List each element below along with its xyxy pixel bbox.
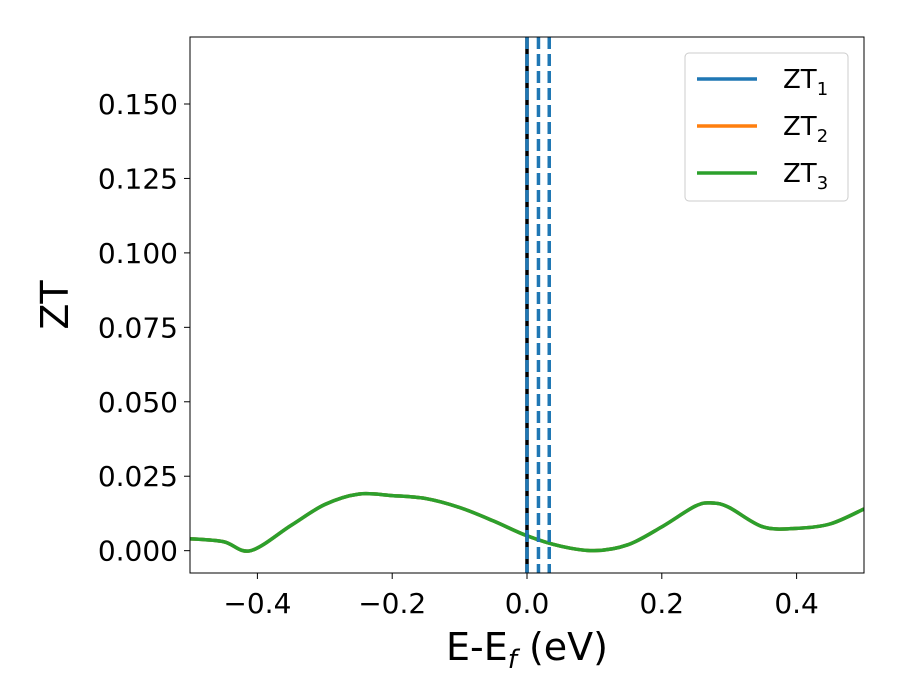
legend-label-1: ZT1 [783,65,828,100]
y-tick-label: 0.050 [98,386,178,419]
x-tick-label: 0.2 [640,587,685,620]
legend-label-2: ZT2 [783,112,828,147]
legend: ZT1 ZT2 ZT3 [684,52,849,202]
legend-box [684,52,849,202]
x-tick-label: 0.4 [774,587,819,620]
x-axis-ticks: −0.4 −0.2 0.0 0.2 0.4 [223,573,819,620]
y-tick-label: 0.125 [98,162,178,195]
y-tick-label: 0.100 [98,237,178,270]
x-tick-label: 0.0 [505,587,550,620]
series-line-3 [190,491,864,553]
x-tick-label: −0.2 [358,587,426,620]
y-tick-label: 0.075 [98,311,178,344]
x-axis-label: E-Ef (eV) [446,625,608,675]
y-tick-label: 0.000 [98,535,178,568]
x-tick-label: −0.4 [223,587,291,620]
legend-label-3: ZT3 [783,159,828,194]
y-axis-ticks: 0.000 0.025 0.050 0.075 0.100 0.125 0.150 [98,88,190,568]
plot-area [190,37,864,573]
y-tick-label: 0.025 [98,460,178,493]
y-tick-label: 0.150 [98,88,178,121]
y-axis-label: ZT [33,280,77,330]
